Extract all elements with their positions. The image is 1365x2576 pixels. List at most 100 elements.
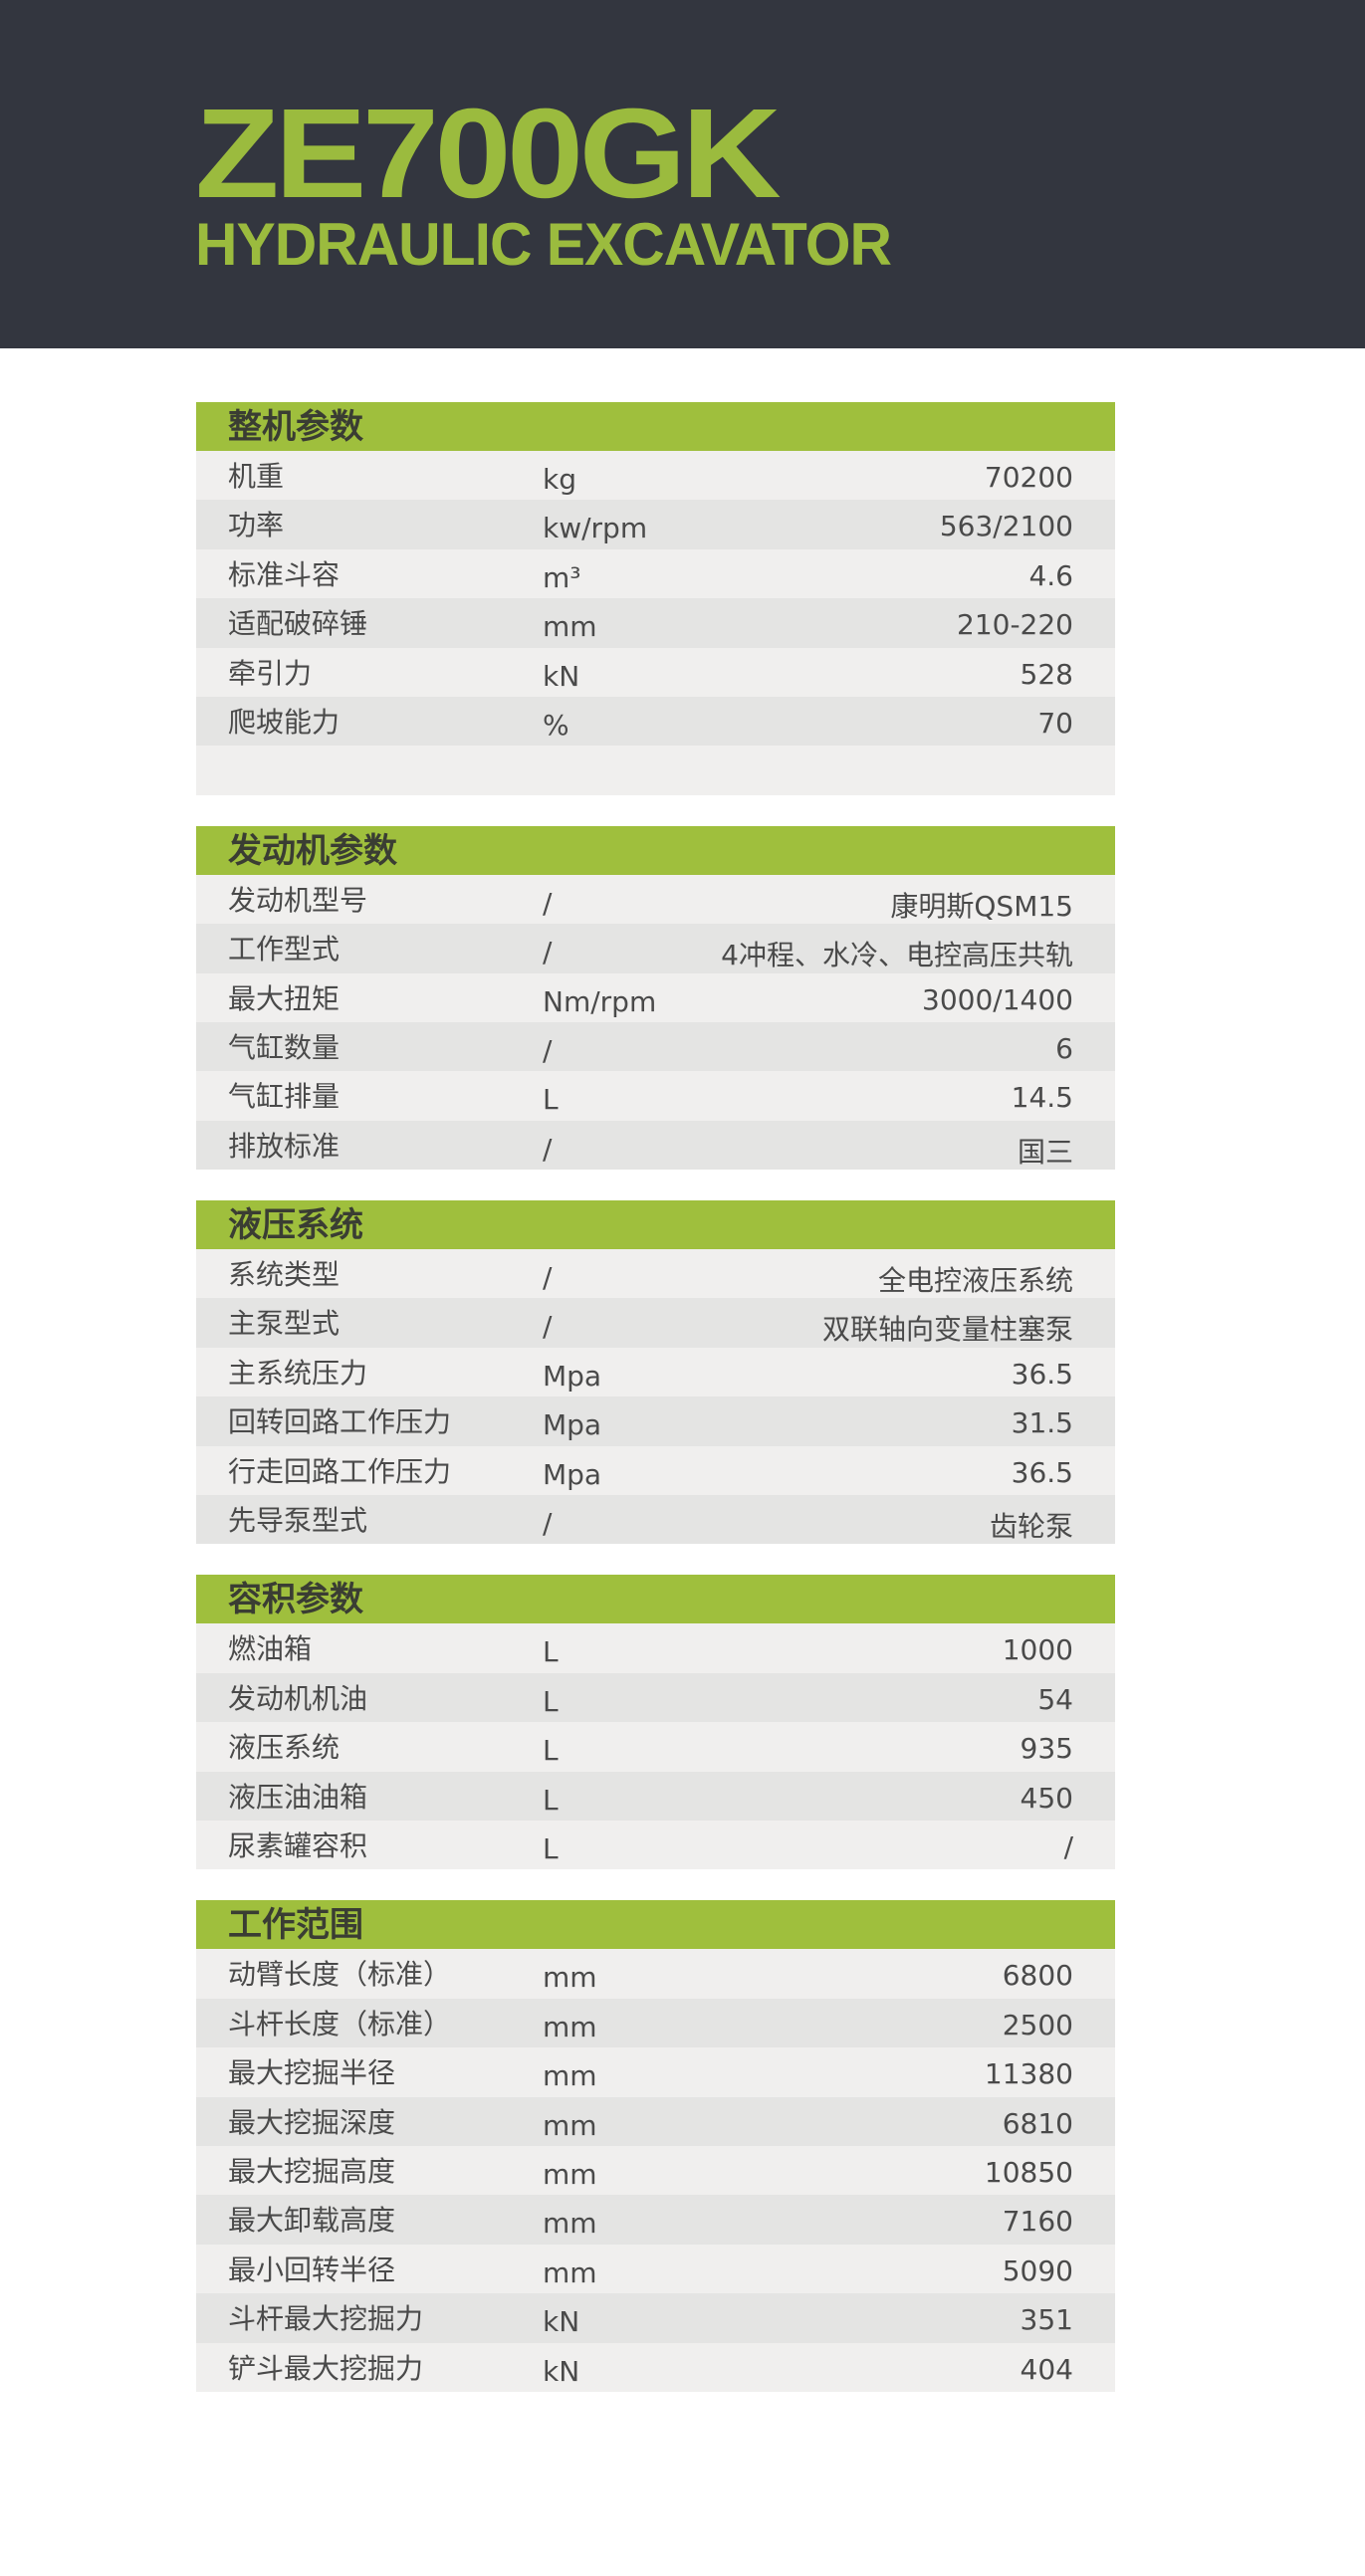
spec-unit: mm — [543, 2010, 597, 2043]
spec-unit: / — [543, 1132, 553, 1166]
spec-section: 液压系统 系统类型 / 全电控液压系统 主泵型式 / 双联轴向变量柱塞泵 主系统压力 Mpa 36… — [196, 1200, 1115, 1545]
spec-value: 6810 — [1002, 2106, 1073, 2140]
spec-label: 斗杆最大挖掘力 — [228, 2302, 424, 2336]
spec-row: 机重 kg 70200 — [196, 451, 1115, 501]
spec-unit: mm — [543, 2207, 597, 2241]
spec-unit: / — [543, 1310, 553, 1344]
spec-unit: kN — [543, 2354, 580, 2388]
spec-value: 4冲程、水冷、电控高压共轨 — [721, 939, 1073, 972]
spec-row: 主泵型式 / 双联轴向变量柱塞泵 — [196, 1298, 1115, 1348]
spec-unit: / — [543, 936, 553, 969]
spec-unit: / — [543, 886, 553, 920]
spec-label: 发动机机油 — [228, 1681, 368, 1715]
section-rows: 发动机型号 / 康明斯QSM15 工作型式 / 4冲程、水冷、电控高压共轨 最大扭矩 Nm/r… — [196, 874, 1115, 1171]
spec-value: 康明斯QSM15 — [890, 889, 1073, 923]
spec-value: 14.5 — [1011, 1081, 1073, 1115]
section-title: 液压系统 — [196, 1200, 1115, 1250]
section-title: 发动机参数 — [196, 825, 1115, 875]
spec-value: 3000/1400 — [922, 982, 1073, 1016]
spec-unit: Nm/rpm — [543, 984, 657, 1018]
spec-row: 铲斗最大挖掘力 kN 404 — [196, 2342, 1115, 2392]
section-rows: 系统类型 / 全电控液压系统 主泵型式 / 双联轴向变量柱塞泵 主系统压力 Mpa 36.5 回转… — [196, 1249, 1115, 1545]
spec-value: 11380 — [984, 2057, 1073, 2091]
spec-unit: L — [543, 1831, 559, 1865]
spec-value: 54 — [1037, 1682, 1073, 1716]
spec-row: 系统类型 / 全电控液压系统 — [196, 1249, 1115, 1299]
spec-label: 行走回路工作压力 — [228, 1454, 452, 1488]
spec-row: 液压系统 L 935 — [196, 1722, 1115, 1772]
spec-row: 斗杆长度（标准） mm 2500 — [196, 1998, 1115, 2048]
spec-row: 回转回路工作压力 Mpa 31.5 — [196, 1396, 1115, 1446]
spec-label: 爬坡能力 — [228, 705, 341, 739]
spec-unit: kN — [543, 659, 580, 693]
spec-row: 最大扭矩 Nm/rpm 3000/1400 — [196, 972, 1115, 1022]
spec-row: 最小回转半径 mm 5090 — [196, 2244, 1115, 2294]
spec-value: / — [1063, 1829, 1073, 1863]
spec-row: 主系统压力 Mpa 36.5 — [196, 1347, 1115, 1397]
spec-row: 最大挖掘高度 mm 10850 — [196, 2145, 1115, 2196]
spec-unit: Mpa — [543, 1457, 602, 1491]
spec-label: 尿素罐容积 — [228, 1828, 368, 1862]
spec-unit: / — [543, 1261, 553, 1295]
spec-unit: mm — [543, 2157, 597, 2191]
spec-value: 31.5 — [1011, 1406, 1073, 1440]
spec-row: 气缸排量 L 14.5 — [196, 1071, 1115, 1121]
section-title: 整机参数 — [196, 402, 1115, 451]
spec-section: 容积参数燃油箱 L 1000 发动机机油 L 54 液压系统 L 935 液压油油箱 L 450 尿素罐… — [196, 1575, 1115, 1870]
spec-label: 主系统压力 — [228, 1356, 368, 1390]
spec-label: 牵引力 — [228, 656, 313, 690]
title-banner: ZE700GK HYDRAULIC EXCAVATOR — [0, 0, 1365, 348]
spec-label: 最小回转半径 — [228, 2253, 396, 2286]
spec-value: 6 — [1055, 1031, 1073, 1065]
spec-unit: mm — [543, 2108, 597, 2142]
section-rows: 动臂长度（标准） mm 6800 斗杆长度（标准） mm 2500 最大挖掘半径 mm 1138… — [196, 1949, 1115, 2392]
spec-label: 动臂长度（标准） — [228, 1958, 452, 1992]
spec-unit: kN — [543, 2305, 580, 2339]
spec-value: 齿轮泵 — [989, 1510, 1073, 1544]
spec-unit: % — [543, 708, 569, 742]
spec-value: 36.5 — [1011, 1357, 1073, 1391]
spec-value: 528 — [1020, 657, 1073, 691]
spec-unit: L — [543, 1635, 559, 1669]
spec-unit: mm — [543, 2255, 597, 2289]
spec-value: 10850 — [984, 2155, 1073, 2189]
spec-unit: m³ — [543, 560, 581, 594]
spec-row: 牵引力 kN 528 — [196, 647, 1115, 697]
spec-value: 7160 — [1002, 2205, 1073, 2239]
spec-value: 双联轴向变量柱塞泵 — [821, 1313, 1073, 1347]
spec-value: 4.6 — [1028, 558, 1073, 592]
spec-label: 最大挖掘半径 — [228, 2056, 396, 2090]
spec-row: 爬坡能力% 70 — [196, 696, 1115, 747]
spec-row: 先导泵型式 / 齿轮泵 — [196, 1495, 1115, 1545]
spec-row: 工作型式 / 4冲程、水冷、电控高压共轨 — [196, 924, 1115, 973]
spec-label: 斗杆长度（标准） — [228, 2007, 452, 2040]
spec-row: 液压油油箱 L 450 — [196, 1771, 1115, 1821]
spec-row: 功率 kw/rpm 563/2100 — [196, 500, 1115, 549]
spec-value: 国三 — [1017, 1135, 1073, 1169]
spec-value: 5090 — [1002, 2254, 1073, 2287]
spec-unit: L — [543, 1684, 559, 1718]
spec-label: 工作型式 — [228, 933, 341, 966]
spec-row-empty — [196, 746, 1115, 795]
spec-row: 排放标准 / 国三 — [196, 1120, 1115, 1171]
spec-row: 标准斗容 m³ 4.6 — [196, 548, 1115, 599]
spec-value: 210-220 — [957, 608, 1073, 642]
spec-label: 先导泵型式 — [228, 1504, 368, 1538]
spec-value: 36.5 — [1011, 1455, 1073, 1489]
spec-tables: 整机参数 机重 kg 70200 功率 kw/rpm 563/2100 标准斗容 m³ 4.6 适配… — [196, 402, 1115, 2423]
spec-label: 回转回路工作压力 — [228, 1405, 452, 1439]
spec-label: 主泵型式 — [228, 1307, 341, 1341]
spec-section: 发动机参数 发动机型号 / 康明斯QSM15 工作型式 / 4冲程、水冷、电控高压共轨 最大扭… — [196, 825, 1115, 1171]
spec-label: 燃油箱 — [228, 1632, 313, 1666]
spec-label: 最大卸载高度 — [228, 2204, 396, 2238]
spec-value: 1000 — [1002, 1633, 1073, 1667]
spec-label: 适配破碎锤 — [228, 607, 368, 641]
section-title: 容积参数 — [196, 1575, 1115, 1624]
spec-value: 450 — [1020, 1781, 1073, 1815]
spec-value: 70 — [1037, 706, 1073, 740]
spec-label: 气缸排量 — [228, 1080, 341, 1114]
spec-label: 排放标准 — [228, 1129, 341, 1163]
section-title: 工作范围 — [196, 1900, 1115, 1950]
spec-row: 发动机型号 / 康明斯QSM15 — [196, 874, 1115, 925]
spec-label: 发动机型号 — [228, 883, 368, 917]
